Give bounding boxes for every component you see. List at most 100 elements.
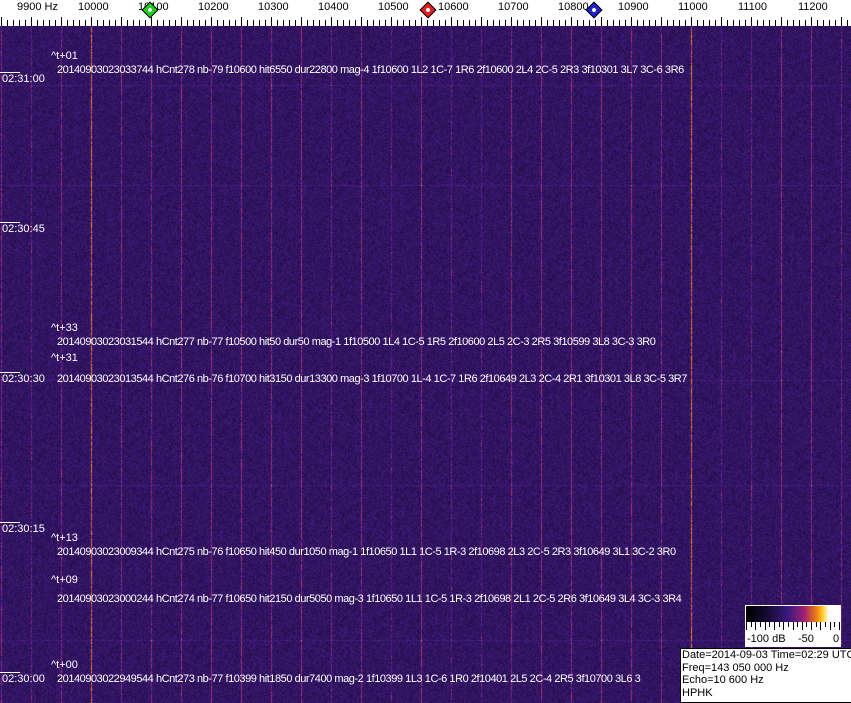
axis-tick: [487, 20, 488, 26]
axis-tick: [1, 17, 2, 26]
axis-tick: [421, 17, 422, 26]
axis-tick: [187, 20, 188, 26]
scale-tick: [765, 622, 766, 630]
axis-tick: [439, 20, 440, 26]
frequency-axis[interactable]: 9900 Hz 10000101001020010300104001050010…: [0, 0, 851, 26]
waterfall-display[interactable]: [0, 26, 851, 703]
scale-tick: [793, 622, 794, 630]
scale-label-mid: -50: [798, 633, 814, 645]
axis-tick: [541, 17, 542, 26]
axis-tick: [241, 17, 242, 26]
axis-tick: [769, 20, 770, 26]
axis-tick: [721, 17, 722, 26]
axis-tick: [415, 20, 416, 26]
scale-tick: [816, 622, 817, 627]
color-scale-legend: -100 dB -50 0: [745, 605, 841, 647]
axis-tick: [271, 17, 272, 26]
axis-tick: [121, 17, 122, 26]
axis-tick: [475, 20, 476, 26]
axis-tick: [259, 20, 260, 26]
scale-label-max: 0: [833, 633, 840, 645]
axis-tick: [619, 20, 620, 26]
axis-tick: [511, 17, 512, 26]
axis-tick: [349, 20, 350, 26]
axis-tick: [595, 20, 596, 26]
axis-tick: [343, 20, 344, 26]
scale-tick: [774, 622, 775, 630]
axis-tick: [151, 17, 152, 26]
red-marker-icon[interactable]: [419, 1, 437, 19]
axis-tick: [253, 20, 254, 26]
axis-tick: [841, 17, 842, 26]
axis-tick: [361, 17, 362, 26]
time-label: 02:30:30: [2, 373, 45, 385]
scale-tick: [769, 622, 770, 627]
event-offset-tag: ^t+01: [51, 50, 78, 62]
scale-tick: [820, 622, 821, 630]
axis-tick: [661, 17, 662, 26]
axis-tick: [691, 17, 692, 26]
axis-tick: [763, 20, 764, 26]
axis-tick: [535, 20, 536, 26]
axis-tick: [835, 20, 836, 26]
axis-tick: [493, 20, 494, 26]
axis-tick: [31, 17, 32, 26]
axis-tick: [139, 20, 140, 26]
freq-label: 10600: [438, 1, 469, 13]
axis-tick: [103, 20, 104, 26]
axis-tick: [823, 20, 824, 26]
axis-tick: [667, 20, 668, 26]
axis-tick: [559, 20, 560, 26]
axis-tick: [145, 20, 146, 26]
freq-label: 10300: [258, 1, 289, 13]
axis-tick: [247, 20, 248, 26]
scale-tick: [806, 622, 807, 627]
axis-tick: [223, 20, 224, 26]
time-label: 02:31:00: [2, 73, 45, 85]
axis-tick: [529, 20, 530, 26]
axis-tick: [427, 20, 428, 26]
axis-tick: [49, 20, 50, 26]
axis-tick: [613, 20, 614, 26]
axis-tick: [499, 20, 500, 26]
axis-tick: [61, 17, 62, 26]
scale-tick: [839, 622, 840, 630]
axis-tick: [337, 20, 338, 26]
axis-tick: [463, 20, 464, 26]
axis-tick: [331, 17, 332, 26]
axis-tick: [631, 17, 632, 26]
color-gradient: [746, 606, 840, 622]
scale-tick: [760, 622, 761, 627]
axis-tick: [781, 17, 782, 26]
axis-tick: [517, 20, 518, 26]
axis-tick: [157, 20, 158, 26]
scale-tick: [746, 622, 747, 630]
axis-tick: [211, 17, 212, 26]
axis-tick: [391, 17, 392, 26]
axis-tick: [205, 20, 206, 26]
axis-tick: [13, 20, 14, 26]
axis-tick: [799, 20, 800, 26]
event-offset-tag: ^t+31: [51, 352, 78, 364]
axis-tick: [601, 17, 602, 26]
axis-tick: [655, 20, 656, 26]
scale-tick: [797, 622, 798, 627]
axis-tick: [379, 20, 380, 26]
axis-tick: [319, 20, 320, 26]
scale-label-min: -100 dB: [747, 633, 786, 645]
axis-tick: [457, 20, 458, 26]
axis-tick: [109, 20, 110, 26]
axis-tick: [133, 20, 134, 26]
freq-label: 10400: [318, 1, 349, 13]
meteor-event-record: 20140903022949544 hCnt273 nb-77 f10399 h…: [57, 673, 641, 685]
axis-tick: [805, 20, 806, 26]
axis-tick: [775, 20, 776, 26]
freq-label: 11100: [738, 1, 767, 13]
axis-tick: [565, 20, 566, 26]
axis-tick: [469, 20, 470, 26]
axis-tick: [85, 20, 86, 26]
axis-tick: [583, 20, 584, 26]
axis-tick: [199, 20, 200, 26]
freq-label-9900: 9900 Hz: [17, 1, 58, 13]
axis-tick: [751, 17, 752, 26]
